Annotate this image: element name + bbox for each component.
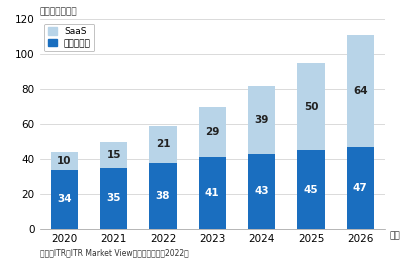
Text: （年度）: （年度） — [389, 232, 400, 241]
Bar — [199, 157, 226, 229]
Text: 35: 35 — [106, 193, 121, 204]
Bar — [347, 35, 374, 147]
Bar — [100, 168, 127, 229]
Legend: SaaS, パッケージ: SaaS, パッケージ — [44, 24, 94, 52]
Text: 21: 21 — [156, 139, 170, 149]
Text: 47: 47 — [353, 183, 368, 193]
Text: 38: 38 — [156, 191, 170, 201]
Text: 41: 41 — [205, 188, 220, 198]
Bar — [347, 147, 374, 229]
Bar — [298, 63, 324, 150]
Text: 50: 50 — [304, 102, 318, 112]
Bar — [199, 106, 226, 157]
Bar — [51, 170, 78, 229]
Bar — [100, 142, 127, 168]
Text: 34: 34 — [57, 194, 72, 204]
Bar — [248, 154, 275, 229]
Text: （単位：億円）: （単位：億円） — [40, 8, 77, 16]
Text: 15: 15 — [106, 150, 121, 160]
Bar — [149, 126, 176, 163]
Text: 45: 45 — [304, 185, 318, 195]
Bar — [149, 163, 176, 229]
Text: 10: 10 — [57, 156, 72, 166]
Text: 43: 43 — [254, 186, 269, 197]
Bar — [298, 150, 324, 229]
Text: 出典：ITR『ITR Market View：運用管理市場2022』: 出典：ITR『ITR Market View：運用管理市場2022』 — [40, 249, 188, 258]
Bar — [248, 85, 275, 154]
Text: 39: 39 — [254, 115, 269, 125]
Bar — [51, 152, 78, 170]
Text: 64: 64 — [353, 86, 368, 96]
Text: 29: 29 — [205, 127, 220, 137]
